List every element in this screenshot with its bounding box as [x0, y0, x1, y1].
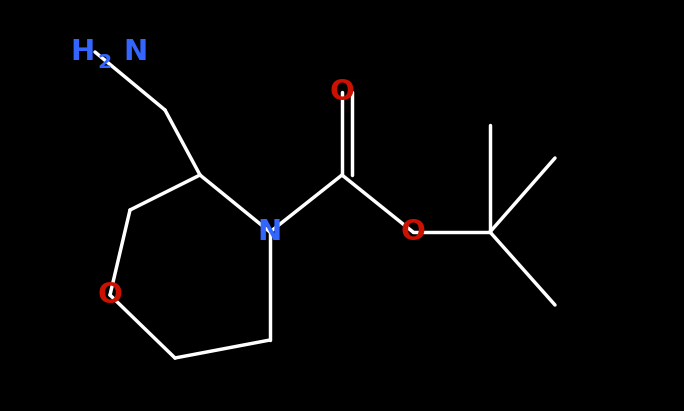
Text: 2: 2 [98, 53, 112, 72]
Text: N: N [258, 218, 282, 246]
Text: O: O [330, 78, 354, 106]
Text: O: O [401, 218, 425, 246]
Text: H: H [70, 38, 95, 66]
Text: N: N [124, 38, 148, 66]
Text: O: O [98, 281, 122, 309]
